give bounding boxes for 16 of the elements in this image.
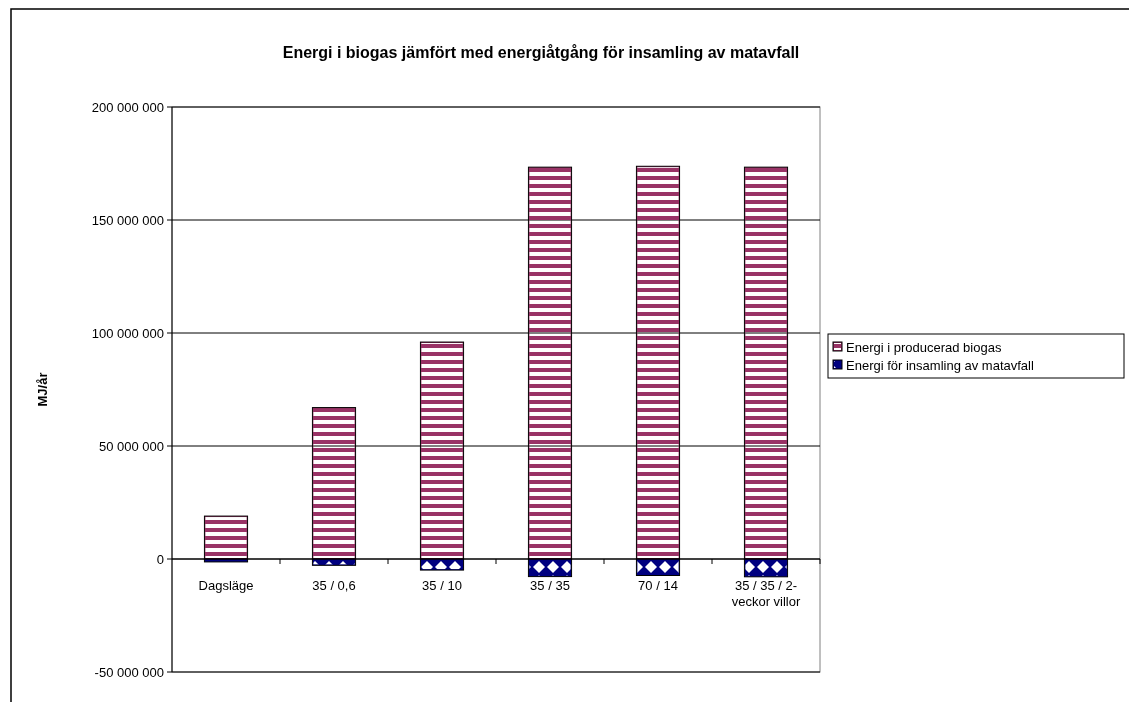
legend-label: Energi i producerad biogas <box>846 339 1002 355</box>
x-tick-label: 35 / 35 <box>530 578 570 593</box>
y-tick-label: 150 000 000 <box>91 212 164 228</box>
x-tick-label: 35 / 0,6 <box>312 578 356 593</box>
x-tick-label: Dagsläge <box>198 578 254 593</box>
chart-title: Energi i biogas jämfört med energiåtgång för insamling av matavfall <box>282 44 800 61</box>
x-tick-label: 70 / 14 <box>638 578 678 593</box>
y-tick-label: -50 000 000 <box>94 664 164 680</box>
y-tick-label: 100 000 000 <box>91 325 164 341</box>
legend-label: Energi för insamling av matavfall <box>846 357 1034 373</box>
y-tick-label: 50 000 000 <box>98 438 164 454</box>
y-tick-label: 200 000 000 <box>91 99 164 115</box>
y-tick-label: 0 <box>156 551 164 567</box>
y-axis-title: MJ/år <box>35 372 50 407</box>
x-tick-label: 35 / 35 / 2-veckor villor <box>731 578 801 609</box>
x-tick-label: 35 / 10 <box>422 578 462 593</box>
